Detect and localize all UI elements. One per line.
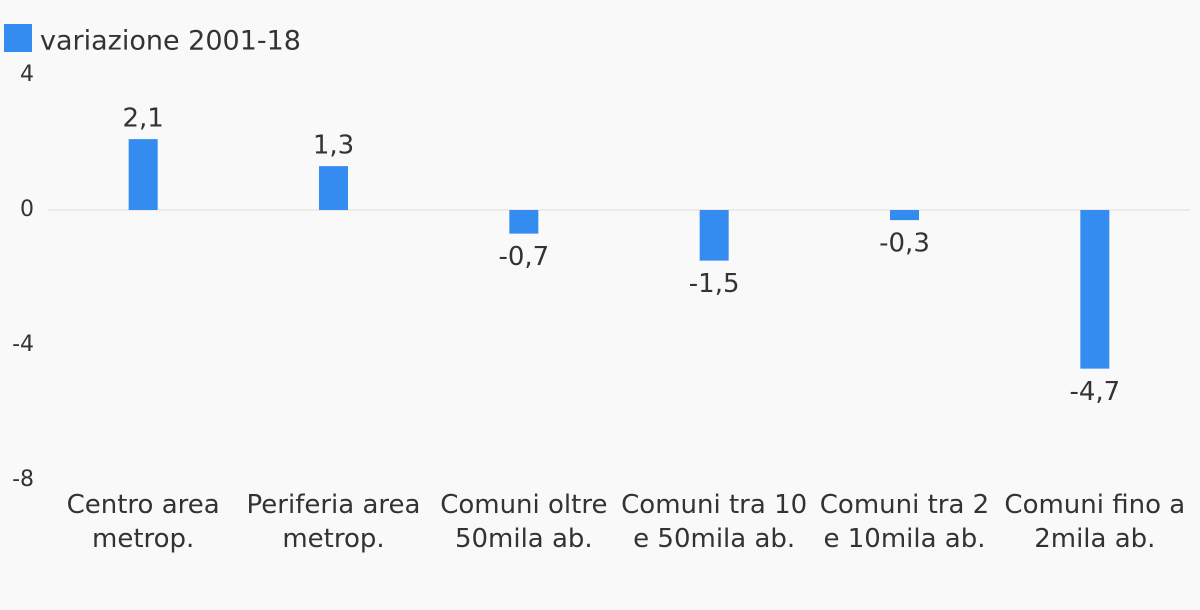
bar [1080,210,1110,369]
x-tick-label: Comuni oltre 50mila ab. [440,490,608,554]
value-label: -0,7 [498,242,549,272]
legend-label: variazione 2001-18 [40,26,301,57]
bar [890,210,919,221]
y-tick-label: -8 [12,467,34,492]
y-tick-label: 4 [20,62,34,87]
y-tick-label: -4 [12,332,34,357]
bar [699,210,729,261]
value-label: -0,3 [879,229,930,259]
x-tick-label: Periferia area metrop. [246,490,421,554]
value-label: -4,7 [1069,377,1120,407]
bar [128,139,158,210]
value-label: -1,5 [689,269,740,299]
x-tick-label: Comuni fino a 2mila ab. [1004,490,1186,554]
y-tick-label: 0 [20,197,34,222]
x-tick-label: Comuni tra 10 e 50mila ab. [621,490,808,554]
bar [319,166,348,210]
x-tick-label: Comuni tra 2 e 10mila ab. [819,490,990,554]
legend-swatch [4,24,32,52]
value-label: 1,3 [313,131,354,161]
bar [509,210,539,234]
x-tick-label: Centro area metrop. [66,490,220,554]
value-label: 2,1 [122,104,163,134]
